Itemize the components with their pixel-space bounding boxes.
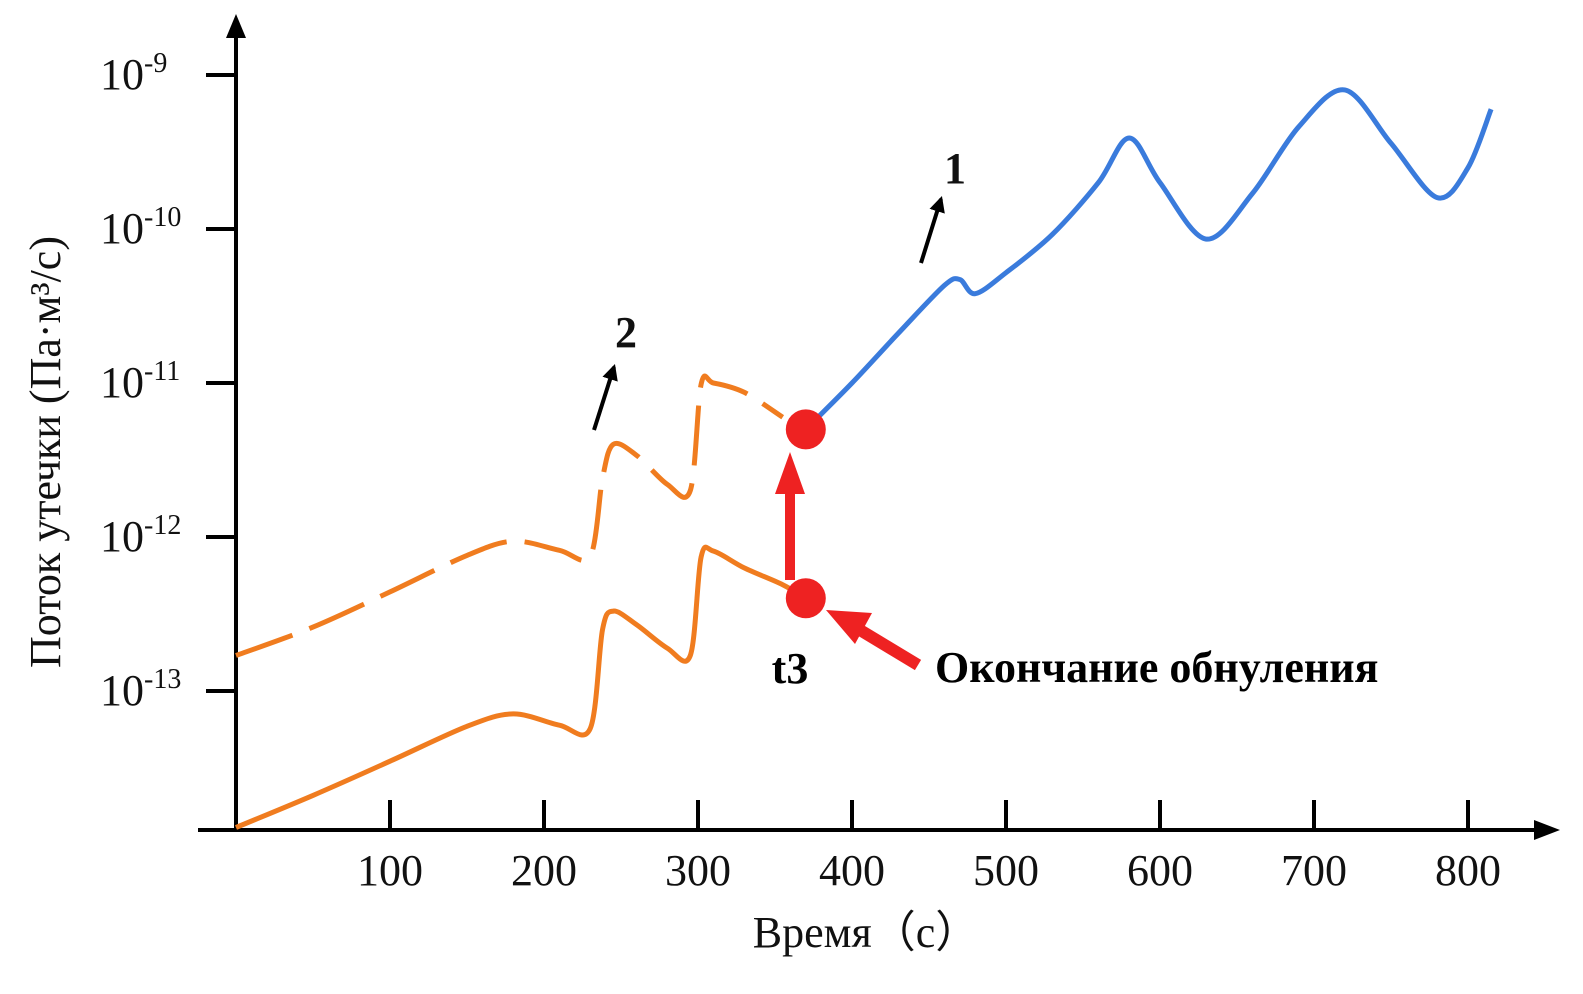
red-annotations	[775, 452, 922, 671]
y-tick-base: 10	[100, 50, 144, 99]
curve-1-label: 1	[944, 144, 966, 193]
x-tick-label: 600	[1127, 846, 1193, 895]
y-tick-exponent: -9	[144, 48, 167, 79]
y-tick-label: 10-12	[100, 510, 181, 561]
series-layer	[235, 87, 1494, 830]
x-ticks: 100 200 300 400 500 600 700 800	[357, 800, 1501, 895]
y-tick-exponent: -10	[144, 202, 181, 233]
y-tick-base: 10	[100, 512, 144, 561]
y-tick-label: 10-11	[100, 356, 180, 407]
end-red-arrow-shaft	[856, 624, 922, 671]
curve-1-pointer-arrow	[919, 195, 945, 264]
points-layer	[785, 409, 826, 619]
curve-2-label: 2	[615, 308, 637, 357]
x-tick-label: 200	[511, 846, 577, 895]
end-red-arrowhead	[826, 610, 872, 644]
y-axis-arrowhead	[226, 14, 246, 38]
series-line-2	[235, 373, 785, 658]
series-line-3	[235, 544, 808, 830]
y-tick-exponent: -11	[144, 356, 180, 387]
y-tick-base: 10	[100, 666, 144, 715]
series-line-1	[804, 87, 1494, 432]
x-tick-label: 700	[1281, 846, 1347, 895]
x-tick-label: 400	[819, 846, 885, 895]
y-tick-label: 10-9	[100, 48, 167, 99]
x-tick-label: 500	[973, 846, 1039, 895]
x-tick-label: 800	[1435, 846, 1501, 895]
x-axis-arrowhead	[1534, 820, 1560, 840]
y-axis-title: Поток утечки (Па·м³/с)	[21, 236, 70, 668]
y-tick-label: 10-10	[100, 202, 181, 253]
y-tick-label: 10-13	[100, 664, 181, 715]
y-tick-exponent: -12	[144, 510, 181, 541]
y-tick-base: 10	[100, 358, 144, 407]
transition-point	[785, 578, 826, 619]
y-tick-exponent: -13	[144, 664, 181, 695]
transition-point	[785, 409, 826, 450]
end-of-zeroing-label: Окончание обнуления	[935, 643, 1378, 692]
x-tick-label: 300	[665, 846, 731, 895]
x-tick-label: 100	[357, 846, 423, 895]
vertical-red-arrowhead	[775, 452, 805, 494]
curve-2-pointer-arrow	[592, 363, 618, 431]
y-tick-base: 10	[100, 204, 144, 253]
x-axis-title: Время（с）	[753, 908, 980, 957]
t3-label: t3	[772, 644, 809, 693]
